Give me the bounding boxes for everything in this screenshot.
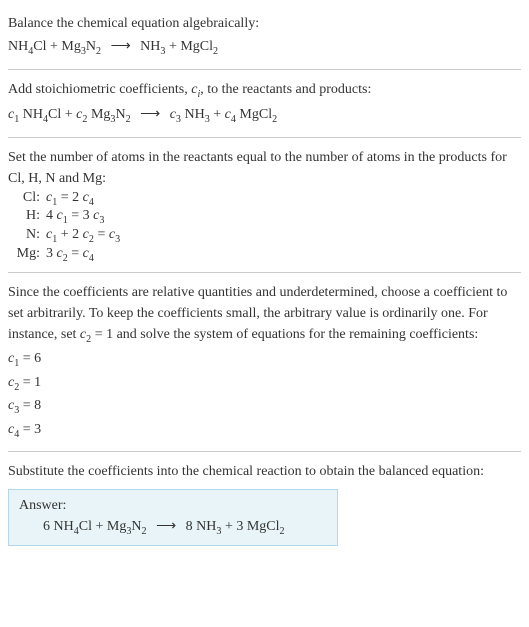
a-k1: 6 NH <box>43 519 74 534</box>
mg-mid: = <box>68 246 83 261</box>
product-mgcl2-sub2: 2 <box>213 46 218 57</box>
answer-box: Answer: 6 NH4Cl + Mg3N2 ⟶ 8 NH3 + 3 MgCl… <box>8 489 338 546</box>
reactant-part-c: Cl + Mg <box>33 39 81 54</box>
n-mid2: = <box>94 227 109 242</box>
answer-intro: Substitute the coefficients into the che… <box>8 461 521 482</box>
reactant-part-e: N <box>86 39 96 54</box>
t7s: 2 <box>272 114 277 125</box>
section-problem: Balance the chemical equation algebraica… <box>8 4 521 70</box>
cl-mid: = 2 <box>57 190 82 205</box>
reaction-arrow: ⟶ <box>111 39 131 54</box>
atom-label-n: N: <box>8 227 40 245</box>
reactant-mg3n2-sub2: 2 <box>96 46 101 57</box>
section-atom-balance: Set the number of atoms in the reactants… <box>8 138 521 273</box>
a-s5: 2 <box>280 526 285 537</box>
solve-intro: Since the coefficients are relative quan… <box>8 282 521 347</box>
unbalanced-equation: NH4Cl + Mg3N2 ⟶ NH3 + MgCl2 <box>8 38 521 57</box>
a-k4: 8 NH <box>186 519 217 534</box>
t2: Cl + <box>48 107 76 122</box>
sol-2: c2 = 1 <box>8 372 521 395</box>
atom-label-cl: Cl: <box>8 190 40 208</box>
a-k3: N <box>131 519 141 534</box>
h-pre: 4 <box>46 208 57 223</box>
sol-1: c1 = 6 <box>8 348 521 371</box>
a-k5: + 3 MgCl <box>221 519 279 534</box>
solve-intro-b: = 1 and solve the system of equations fo… <box>91 327 478 342</box>
balanced-equation: 6 NH4Cl + Mg3N2 ⟶ 8 NH3 + 3 MgCl2 <box>19 518 327 537</box>
h-mid: = 3 <box>68 208 93 223</box>
coeff-intro-b: , to the reactants and products: <box>200 82 371 97</box>
coeff-intro-a: Add stoichiometric coefficients, <box>8 82 191 97</box>
atom-equations: Cl: c1 = 2 c4 H: 4 c1 = 3 c3 N: c1 + 2 c… <box>8 190 521 264</box>
mg-pre: 3 <box>46 246 57 261</box>
atom-eq-cl: c1 = 2 c4 <box>46 190 521 208</box>
section-coefficients: Add stoichiometric coefficients, ci, to … <box>8 70 521 138</box>
n-mid: + 2 <box>57 227 82 242</box>
t5: NH <box>181 107 205 122</box>
sol-4: c4 = 3 <box>8 419 521 442</box>
n-n3: 3 <box>115 234 120 245</box>
cl-n4: 4 <box>89 196 94 207</box>
coeff-equation: c1 NH4Cl + c2 Mg3N2 ⟶ c3 NH3 + c4 MgCl2 <box>8 106 521 125</box>
t7: MgCl <box>236 107 272 122</box>
atom-label-h: H: <box>8 208 40 226</box>
t1: NH <box>19 107 43 122</box>
h-n3: 3 <box>99 215 104 226</box>
a-arrow: ⟶ <box>156 519 176 534</box>
atom-intro: Set the number of atoms in the reactants… <box>8 147 521 189</box>
atom-eq-h: 4 c1 = 3 c3 <box>46 208 521 226</box>
a-s3: 2 <box>142 526 147 537</box>
s3e: = 8 <box>19 398 41 413</box>
reactant-nh4cl-a: NH <box>8 39 28 54</box>
s2e: = 1 <box>19 375 41 390</box>
sol-3: c3 = 8 <box>8 395 521 418</box>
t3: Mg <box>87 107 110 122</box>
atom-eq-n: c1 + 2 c2 = c3 <box>46 227 521 245</box>
section-solve: Since the coefficients are relative quan… <box>8 273 521 453</box>
a-k2: Cl + Mg <box>79 519 127 534</box>
answer-label: Answer: <box>19 498 327 514</box>
t4: N <box>115 107 125 122</box>
product-sep: + MgCl <box>165 39 213 54</box>
section-answer: Substitute the coefficients into the che… <box>8 452 521 554</box>
atom-label-mg: Mg: <box>8 246 40 264</box>
atom-eq-mg: 3 c2 = c4 <box>46 246 521 264</box>
mg-n4: 4 <box>89 253 94 264</box>
t4s: 2 <box>126 114 131 125</box>
product-nh3-a: NH <box>140 39 160 54</box>
problem-intro: Balance the chemical equation algebraica… <box>8 13 521 34</box>
coeff-intro: Add stoichiometric coefficients, ci, to … <box>8 79 521 102</box>
coeff-arrow: ⟶ <box>140 107 160 122</box>
s4e: = 3 <box>19 422 41 437</box>
t6: + <box>210 107 225 122</box>
s1e: = 6 <box>19 351 41 366</box>
